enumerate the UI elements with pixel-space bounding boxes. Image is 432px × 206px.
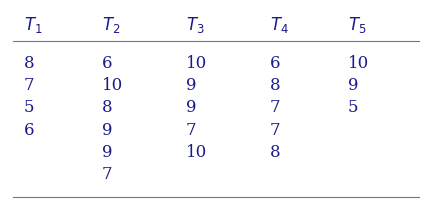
Text: 8: 8 <box>270 77 281 94</box>
Text: 6: 6 <box>24 121 34 138</box>
Text: 9: 9 <box>186 99 196 116</box>
Text: 9: 9 <box>102 121 112 138</box>
Text: 8: 8 <box>270 143 281 160</box>
Text: 6: 6 <box>270 54 280 71</box>
Text: 8: 8 <box>24 54 35 71</box>
Text: 7: 7 <box>102 166 112 183</box>
Text: 9: 9 <box>186 77 196 94</box>
Text: 8: 8 <box>102 99 112 116</box>
Text: 7: 7 <box>270 121 281 138</box>
Text: 7: 7 <box>186 121 197 138</box>
Text: $T_5$: $T_5$ <box>348 15 366 35</box>
Text: $T_1$: $T_1$ <box>24 15 42 35</box>
Text: 9: 9 <box>102 143 112 160</box>
Text: 7: 7 <box>24 77 35 94</box>
Text: 9: 9 <box>348 77 358 94</box>
Text: $T_3$: $T_3$ <box>186 15 204 35</box>
Text: 6: 6 <box>102 54 112 71</box>
Text: 10: 10 <box>186 143 207 160</box>
Text: 5: 5 <box>24 99 34 116</box>
Text: $T_4$: $T_4$ <box>270 15 289 35</box>
Text: 10: 10 <box>186 54 207 71</box>
Text: 10: 10 <box>102 77 123 94</box>
Text: $T_2$: $T_2$ <box>102 15 120 35</box>
Text: 7: 7 <box>270 99 281 116</box>
Text: 5: 5 <box>348 99 358 116</box>
Text: 10: 10 <box>348 54 369 71</box>
